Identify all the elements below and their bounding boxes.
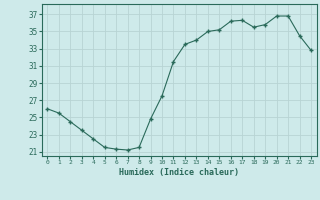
X-axis label: Humidex (Indice chaleur): Humidex (Indice chaleur) xyxy=(119,168,239,177)
